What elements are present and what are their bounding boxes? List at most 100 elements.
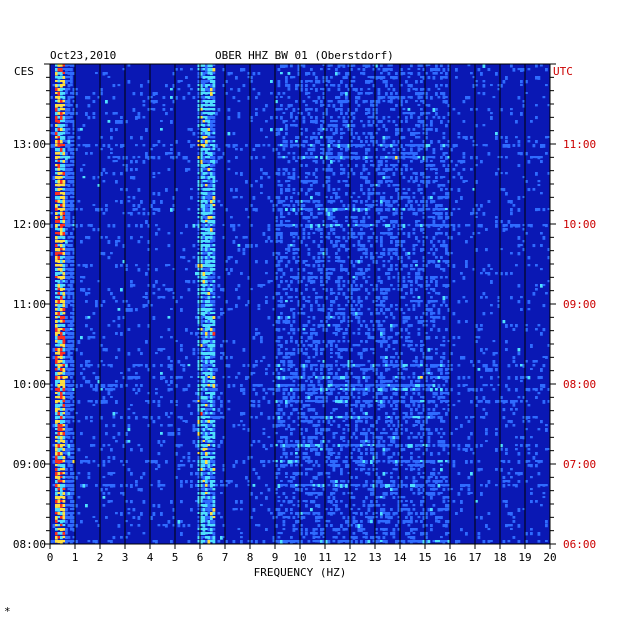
spectrogram-cell <box>425 324 428 327</box>
spectrogram-cell <box>442 144 446 148</box>
spectrogram-cell <box>277 316 281 320</box>
spectrogram-cell <box>330 380 333 384</box>
spectrogram-cell <box>342 204 346 208</box>
spectrogram-cell <box>365 380 368 383</box>
spectrogram-cell <box>205 120 208 123</box>
spectrogram-cell <box>185 280 188 283</box>
spectrogram-cell <box>280 188 283 192</box>
spectrogram-cell <box>452 168 456 171</box>
spectrogram-cell <box>207 96 211 100</box>
spectrogram-cell <box>350 232 353 236</box>
spectrogram-cell <box>337 88 341 91</box>
spectrogram-cell <box>72 336 76 339</box>
spectrogram-cell <box>410 396 413 400</box>
spectrogram-cell <box>155 100 158 104</box>
spectrogram-cell <box>445 196 448 200</box>
spectrogram-cell <box>282 224 286 227</box>
spectrogram-cell <box>455 144 458 148</box>
spectrogram-cell <box>440 216 443 220</box>
spectrogram-cell <box>55 104 58 108</box>
spectrogram-cell <box>537 376 541 380</box>
spectrogram-cell <box>157 348 161 351</box>
spectrogram-cell <box>392 120 396 124</box>
spectrogram-cell <box>310 108 313 111</box>
spectrogram-cell <box>200 392 203 396</box>
spectrogram-cell <box>340 364 343 367</box>
spectrogram-cell <box>385 216 388 219</box>
spectrogram-cell <box>180 344 183 348</box>
spectrogram-cell <box>462 152 466 156</box>
spectrogram-cell <box>200 180 203 184</box>
spectrogram-cell <box>222 224 226 227</box>
spectrogram-cell <box>102 252 106 256</box>
spectrogram-cell <box>402 152 406 156</box>
spectrogram-cell <box>327 136 331 140</box>
spectrogram-cell <box>452 224 456 228</box>
spectrogram-cell <box>55 328 58 332</box>
spectrogram-cell <box>202 228 206 231</box>
spectrogram-cell <box>327 384 331 388</box>
spectrogram-cell <box>417 104 421 107</box>
spectrogram-cell <box>337 140 341 144</box>
spectrogram-cell <box>167 388 171 392</box>
spectrogram-cell <box>202 336 206 340</box>
spectrogram-cell <box>85 380 88 384</box>
spectrogram-cell <box>407 68 411 71</box>
spectrogram-cell <box>425 200 428 204</box>
spectrogram-cell <box>70 312 73 315</box>
spectrogram-cell <box>290 308 293 312</box>
spectrogram-cell <box>332 124 336 128</box>
spectrogram-cell <box>72 348 76 351</box>
spectrogram-cell <box>260 284 263 288</box>
spectrogram-cell <box>435 224 438 228</box>
spectrogram-cell <box>205 172 208 175</box>
spectrogram-cell <box>517 284 521 288</box>
spectrogram-cell <box>197 200 201 203</box>
spectrogram-cell <box>370 92 373 95</box>
spectrogram-cell <box>85 236 88 239</box>
spectrogram-cell <box>422 128 426 131</box>
spectrogram-cell <box>420 400 423 403</box>
spectrogram-cell <box>412 304 416 308</box>
spectrogram-cell <box>287 204 291 207</box>
spectrogram-cell <box>70 168 73 172</box>
spectrogram-cell <box>292 152 296 155</box>
spectrogram-cell <box>450 188 453 191</box>
spectrogram-cell <box>62 152 66 156</box>
spectrogram-cell <box>342 348 346 352</box>
spectrogram-cell <box>280 104 283 107</box>
spectrogram-cell <box>60 364 63 367</box>
spectrogram-cell <box>72 396 76 399</box>
spectrogram-cell <box>60 316 63 320</box>
spectrogram-cell <box>227 160 231 163</box>
spectrogram-cell <box>445 252 448 255</box>
spectrogram-cell <box>282 136 286 140</box>
spectrogram-cell <box>367 76 371 79</box>
spectrogram-cell <box>377 92 381 96</box>
spectrogram-cell <box>357 400 361 404</box>
spectrogram-cell <box>340 92 343 96</box>
spectrogram-cell <box>432 288 436 292</box>
spectrogram-cell <box>337 276 341 280</box>
spectrogram-cell <box>212 204 216 207</box>
spectrogram-cell <box>240 68 243 72</box>
spectrogram-cell <box>532 188 536 191</box>
spectrogram-cell <box>342 308 346 311</box>
spectrogram-cell <box>432 216 436 220</box>
spectrogram-cell <box>277 228 281 231</box>
spectrogram-cell <box>420 188 423 191</box>
spectrogram-cell <box>77 340 81 344</box>
spectrogram-cell <box>57 264 61 267</box>
spectrogram-cell <box>107 156 111 159</box>
spectrogram-cell <box>277 340 281 343</box>
spectrogram-cell <box>142 116 146 119</box>
spectrogram-cell <box>332 300 336 304</box>
spectrogram-cell <box>397 128 401 132</box>
spectrogram-cell <box>72 144 76 147</box>
spectrogram-cell <box>55 364 58 367</box>
spectrogram-cell <box>470 236 473 239</box>
spectrogram-cell <box>57 76 61 80</box>
spectrogram-cell <box>70 92 73 95</box>
spectrogram-cell <box>355 88 358 92</box>
spectrogram-cell <box>430 156 433 159</box>
